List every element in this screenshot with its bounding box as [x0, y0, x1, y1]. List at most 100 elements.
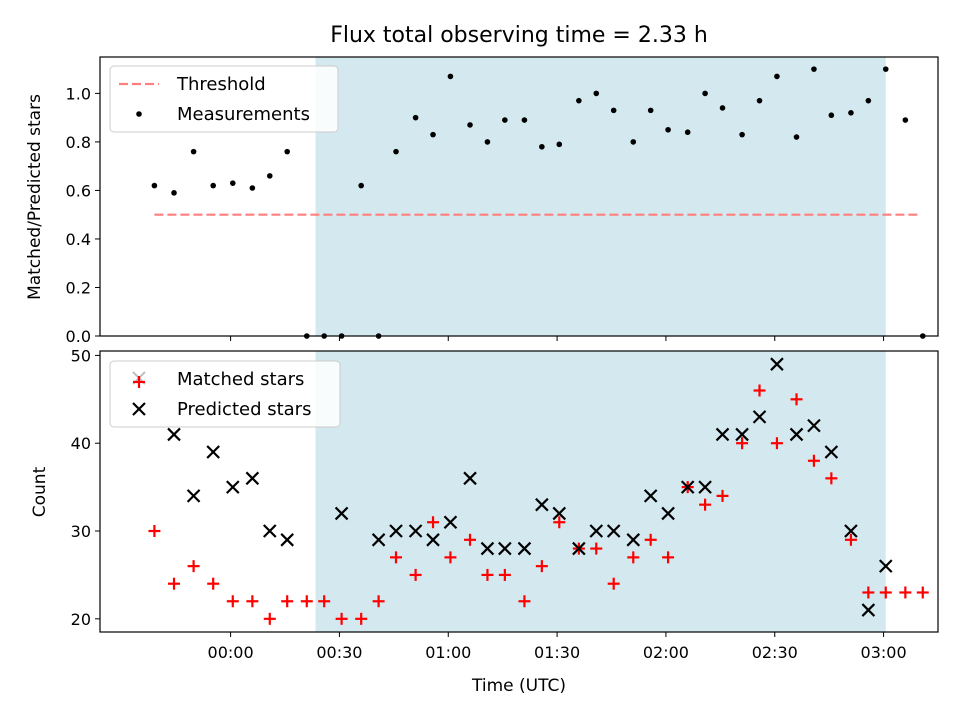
measurement-point [882, 66, 889, 72]
measurement-point [793, 134, 800, 140]
matched-star-marker [825, 472, 838, 485]
measurement-point [430, 131, 436, 138]
measurement-point [684, 129, 691, 136]
matched-star-marker [627, 551, 640, 564]
y-tick-label: 0.4 [66, 230, 91, 249]
matched-star-marker [736, 437, 749, 450]
x-tick-label: 00:00 [208, 643, 254, 662]
measurement-point [151, 182, 158, 189]
matched-star-marker [263, 612, 276, 625]
measurement-point [665, 126, 671, 133]
matched-star-marker [168, 577, 181, 590]
y-tick-label: 20 [71, 610, 91, 629]
predicted-star-marker [844, 524, 858, 538]
matched-star-marker [281, 595, 294, 608]
predicted-star-marker [262, 524, 277, 538]
predicted-star-marker [334, 506, 349, 521]
matched-star-marker [481, 568, 494, 581]
top-y-axis-label: Matched/Predicted stars [25, 94, 45, 300]
legend-predicted-swatch [132, 402, 146, 416]
predicted-star-marker [715, 427, 730, 442]
x-tick-label: 02:00 [643, 643, 689, 662]
measurement-point [702, 90, 708, 97]
x-tick-label: 03:00 [861, 643, 907, 662]
matched-star-marker [226, 595, 239, 608]
measurement-point [647, 107, 654, 114]
x-tick-label: 02:30 [752, 643, 798, 662]
chart-title: Flux total observing time = 2.33 h [330, 23, 708, 48]
y-tick-label: 50 [71, 346, 91, 365]
predicted-star-marker [606, 524, 621, 538]
measurement-point [249, 185, 256, 191]
predicted-star-marker [807, 418, 821, 433]
legend-matched-label: Matched stars [177, 369, 304, 390]
predicted-star-marker [498, 541, 512, 556]
measurement-point [811, 66, 817, 72]
legend-measurements-label: Measurements [177, 104, 310, 125]
predicted-star-marker [206, 445, 220, 459]
predicted-star-marker [861, 603, 876, 617]
predicted-star-marker [371, 533, 386, 547]
predicted-star-marker [186, 489, 201, 503]
matched-star-marker [444, 551, 457, 564]
y-tick-label: 1.0 [66, 84, 91, 103]
y-tick-label: 40 [71, 434, 91, 453]
predicted-star-marker [280, 533, 294, 547]
predicted-star-marker [389, 524, 403, 538]
measurement-point [393, 148, 399, 155]
measurement-point [447, 73, 454, 80]
measurement-point [484, 139, 491, 145]
matched-star-marker [644, 533, 657, 546]
measurement-point [610, 107, 617, 114]
matched-star-marker [300, 595, 313, 608]
matched-star-marker [535, 560, 548, 573]
predicted-star-marker [878, 559, 893, 573]
y-tick-label: 0.0 [66, 327, 91, 346]
measurement-point [521, 117, 528, 123]
bottom-legend: Matched stars Predicted stars [109, 360, 341, 428]
measurement-point [190, 148, 197, 155]
top-legend-box [109, 65, 339, 133]
predicted-star-marker [245, 471, 260, 486]
predicted-star-marker [480, 541, 495, 556]
measurement-point [266, 173, 273, 179]
matched-star-marker [498, 568, 511, 581]
predicted-star-marker [589, 524, 604, 538]
bottom-axes-frame [99, 350, 939, 633]
predicted-star-marker [443, 515, 458, 530]
bottom-shaded-region [315, 351, 886, 632]
measurement-point [556, 141, 563, 148]
matched-star-marker [807, 454, 820, 467]
matched-star-marker [335, 612, 348, 625]
top-y-ticks: 0.0 0.2 0.4 0.6 0.8 1.0 [66, 84, 100, 346]
bottom-y-axis-label: Count [30, 466, 50, 517]
x-tick-label: 01:00 [425, 643, 471, 662]
matched-star-marker [372, 595, 385, 608]
predicted-stars-points [167, 357, 893, 617]
predicted-star-marker [552, 506, 567, 521]
measurement-point [576, 97, 582, 104]
y-tick-label: 0.8 [66, 133, 91, 152]
matched-star-marker [862, 586, 875, 599]
measurement-point [739, 131, 745, 138]
measurement-point [467, 122, 473, 128]
measurement-point [848, 110, 854, 116]
predicted-star-marker [661, 506, 675, 521]
matched-star-marker [427, 516, 440, 529]
matched-star-marker [899, 586, 912, 599]
predicted-star-marker [698, 480, 712, 494]
matched-star-marker [844, 533, 857, 546]
legend-measurements-swatch [136, 111, 142, 117]
measurement-point [284, 148, 290, 155]
predicted-star-marker [535, 497, 549, 512]
matched-star-marker [207, 577, 220, 590]
measurement-point [539, 143, 545, 150]
top-shaded-region [315, 57, 886, 336]
predicted-star-marker [167, 427, 181, 442]
legend-predicted-label: Predicted stars [177, 399, 311, 420]
top-legend: Threshold Measurements [109, 65, 339, 133]
matched-star-marker [699, 498, 712, 511]
predicted-star-marker [680, 480, 695, 494]
